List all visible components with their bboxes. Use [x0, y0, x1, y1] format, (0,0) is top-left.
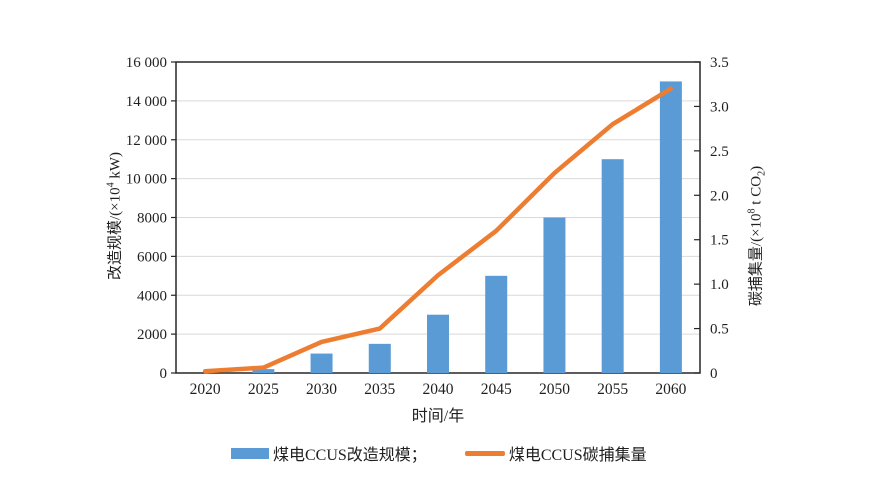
left-axis-tick-label: 16 000 [126, 55, 167, 71]
left-axis-title-text: 改造规模/(×10 [107, 187, 124, 281]
bar-series-swatch-icon [231, 447, 269, 459]
bar-2055 [601, 159, 624, 373]
right-axis-tick-label: 3.0 [710, 99, 729, 115]
x-axis-tick-label: 2030 [306, 381, 337, 398]
left-axis-tick-label: 10 000 [126, 172, 167, 188]
x-axis-tick-label: 2020 [190, 381, 221, 398]
x-axis-tick-label: 2060 [655, 381, 686, 398]
right-axis-tick-label: 2.0 [710, 188, 729, 204]
right-axis-tick-label: 3.5 [710, 55, 729, 71]
left-axis-tick-label: 2000 [137, 327, 167, 343]
left-axis-tick-label: 6000 [137, 249, 167, 265]
left-axis-title-unit: kW) [107, 151, 124, 183]
left-axis-tick-label: 8000 [137, 211, 167, 227]
bar-2025 [252, 369, 275, 373]
legend-label-bar-series: 煤电CCUS改造规模； [273, 447, 427, 464]
left-axis-tick-label: 4000 [137, 288, 167, 304]
bar-2030 [310, 353, 333, 373]
left-axis-title-sup: 4 [105, 182, 117, 188]
capture-line [202, 86, 674, 374]
line-series-swatch-icon [464, 450, 505, 456]
bar-2045 [485, 275, 508, 373]
right-axis-tick-label: 0 [710, 366, 718, 382]
x-axis-tick-label: 2035 [364, 381, 395, 398]
right-axis-title-mid: t CO [748, 175, 765, 209]
right-axis-tick-label: 0.5 [710, 322, 729, 338]
legend-item-bar-series: 煤电CCUS改造规模； [231, 441, 427, 465]
legend: 煤电CCUS改造规模； 煤电CCUS碳捕集量 [231, 441, 647, 465]
legend-label-line-series: 煤电CCUS碳捕集量 [508, 447, 647, 464]
left-axis-tick-label: 12 000 [126, 133, 167, 149]
x-axis-tick-label: 2025 [248, 381, 279, 398]
x-axis-tick-label: 2055 [597, 381, 628, 398]
right-axis-tick-label: 1.0 [710, 277, 729, 293]
right-axis-title-sup: 8 [746, 208, 758, 214]
left-axis-tick-label: 14 000 [126, 94, 167, 110]
right-axis-tick-label: 2.5 [710, 144, 729, 160]
x-axis-tick-label: 2050 [539, 381, 570, 398]
right-axis-tick-label: 1.5 [710, 233, 729, 249]
bar-2050 [543, 217, 566, 373]
left-axis-tick-label: 0 [160, 366, 168, 382]
bar-2060 [659, 81, 682, 373]
x-axis-tick-label: 2040 [423, 381, 454, 398]
legend-item-line-series: 煤电CCUS碳捕集量 [464, 441, 647, 465]
x-axis-title: 时间/年 [411, 408, 465, 425]
bar-2040 [427, 314, 449, 373]
bar-2035 [368, 343, 391, 373]
right-axis-title-text: 碳捕集量/(×10 [748, 213, 765, 307]
x-axis-tick-label: 2045 [481, 381, 512, 398]
right-axis-title-close: ) [748, 165, 765, 171]
right-axis-title-sub: 2 [756, 170, 768, 176]
left-axis-title: 改造规模/(×104 kW) [104, 152, 125, 280]
right-axis-title: 碳捕集量/(×108 t CO2) [745, 166, 768, 306]
